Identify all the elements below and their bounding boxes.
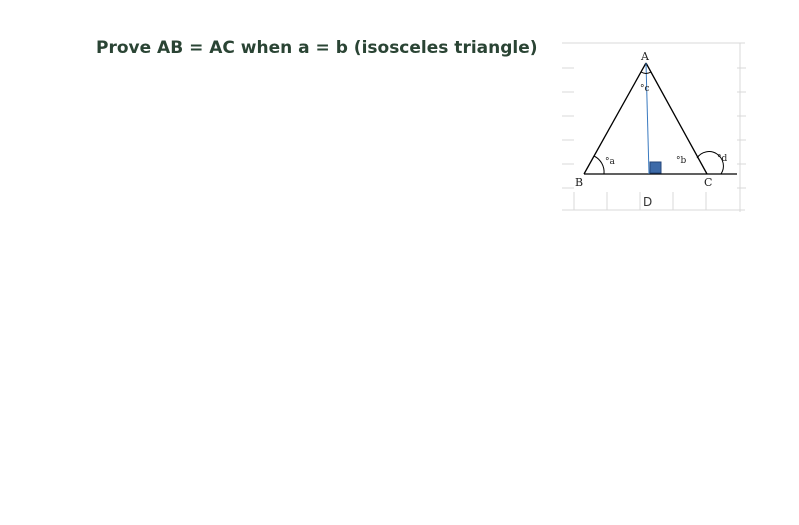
angle-label-c: °c <box>640 84 650 94</box>
angle-arc-c <box>640 71 652 74</box>
angle-label-b: °b <box>676 156 687 166</box>
altitude-AD <box>645 62 650 175</box>
side-AC <box>645 62 708 175</box>
angle-arc-d <box>696 151 724 175</box>
point-label-D: D <box>643 195 652 209</box>
angle-label-a: °a <box>605 157 616 167</box>
angle-label-d: °d <box>717 154 728 164</box>
background-grid <box>562 42 746 212</box>
vertex-label-A: A <box>640 50 650 63</box>
vertex-label-B: B <box>575 176 583 189</box>
right-angle-marker <box>649 161 662 174</box>
vertex-label-C: C <box>704 176 712 189</box>
page-title: Prove AB = AC when a = b (isosceles tria… <box>96 38 538 58</box>
angle-arc-a <box>593 155 605 175</box>
side-AB <box>583 62 647 175</box>
